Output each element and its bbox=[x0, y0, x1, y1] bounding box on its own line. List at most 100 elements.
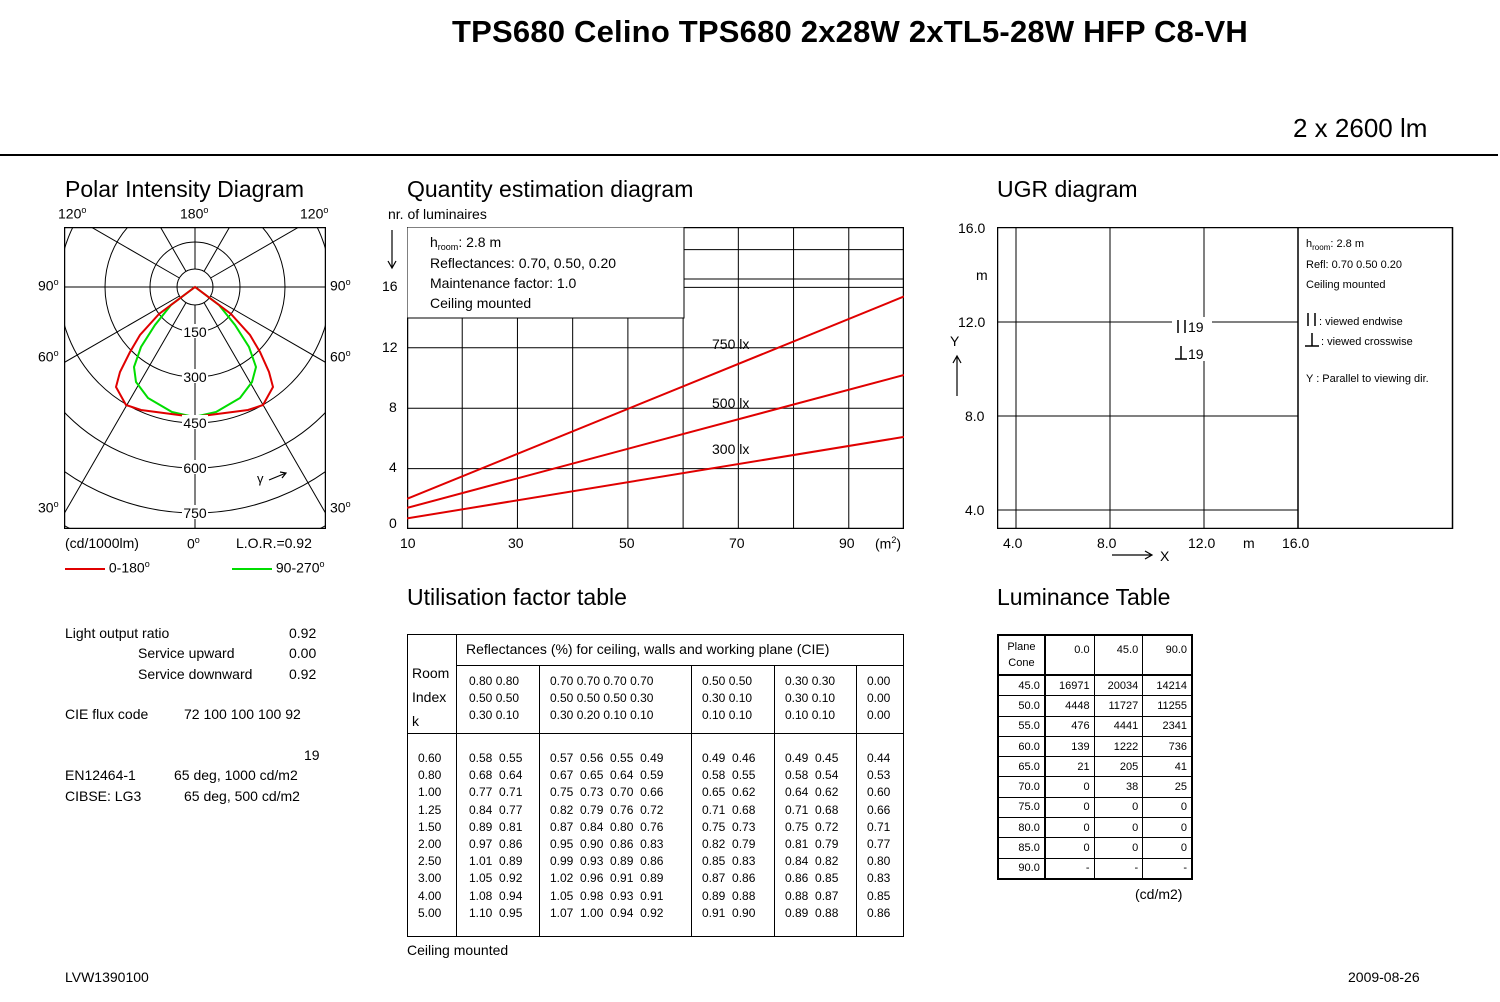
quantity-ytick-16: 16 bbox=[382, 278, 398, 294]
en12464-label: EN12464-1 bbox=[65, 767, 136, 783]
quantity-info-reflectances: Reflectances: 0.70, 0.50, 0.20 bbox=[430, 255, 616, 271]
utilisation-value: 0.66 bbox=[867, 802, 891, 817]
room-index-value: 3.00 bbox=[418, 871, 442, 886]
up-arrow-icon bbox=[952, 354, 962, 396]
cie-flux-label: CIE flux code bbox=[65, 706, 149, 722]
quantity-series-label: 300 lx bbox=[712, 441, 749, 457]
polar-angle-120-right: 120o bbox=[300, 205, 329, 222]
utilisation-value: 0.58 0.54 bbox=[785, 768, 839, 783]
table-row: 45.0 16971 20034 14214 bbox=[997, 674, 1193, 697]
legend-item-90-270: 90-270o bbox=[232, 559, 325, 576]
utilisation-value: 0.53 bbox=[867, 768, 891, 783]
downward-label: Service downward bbox=[138, 666, 253, 682]
utilisation-value: 0.67 0.65 0.64 0.59 bbox=[550, 768, 664, 783]
gamma-arrow-icon bbox=[268, 471, 288, 481]
utilisation-value: 0.84 0.82 bbox=[785, 854, 839, 869]
document-date: 2009-08-26 bbox=[1348, 969, 1420, 985]
downward-value: 0.92 bbox=[289, 666, 317, 682]
luminance-unit: (cd/m2) bbox=[1135, 886, 1183, 902]
luminance-cell: 0 bbox=[1093, 837, 1144, 859]
quantity-ytick-0: 0 bbox=[389, 515, 397, 531]
luminance-cell: 736 bbox=[1142, 735, 1193, 758]
ugr-info-refl: Refl: 0.70 0.50 0.20 bbox=[1306, 259, 1402, 271]
luminance-cell: 70.0 bbox=[997, 776, 1046, 798]
table-row: 65.0 21 205 41 bbox=[997, 756, 1193, 778]
luminance-cell: 11255 bbox=[1142, 695, 1193, 717]
polar-ring-label: 450 bbox=[183, 415, 207, 431]
utilisation-value: 0.77 bbox=[867, 837, 891, 852]
cibse-label: CIBSE: LG3 bbox=[65, 788, 142, 804]
quantity-ylabel: nr. of luminaires bbox=[388, 206, 487, 222]
ugr-endwise-icon bbox=[1177, 320, 1186, 333]
luminance-cell: 0 bbox=[1093, 817, 1144, 839]
luminance-cell: 0 bbox=[1093, 796, 1144, 819]
utilisation-column-header: 0.70 0.70 0.70 0.70 0.50 0.50 0.50 0.30 … bbox=[550, 674, 654, 722]
utilisation-value: 0.75 0.72 bbox=[785, 819, 839, 834]
luminance-corner: Plane Cone bbox=[997, 634, 1046, 676]
polar-angle-30-left: 30o bbox=[38, 499, 59, 516]
luminance-table: Plane Cone 0.0 45.0 90.0 45.0 16971 20034 14214 5… bbox=[997, 634, 1193, 880]
ugr-xtick-8: 8.0 bbox=[1097, 535, 1117, 551]
luminance-cell: 0 bbox=[1044, 796, 1095, 819]
luminance-cell: 0 bbox=[1044, 776, 1095, 798]
utilisation-footer: Ceiling mounted bbox=[407, 942, 509, 958]
ugr-xtick-16: 16.0 bbox=[1282, 535, 1310, 551]
ugr-xtick-12: 12.0 bbox=[1188, 535, 1216, 551]
ugr-ytick-4: 4.0 bbox=[965, 502, 985, 518]
luminance-column-header: 90.0 bbox=[1142, 634, 1193, 676]
utilisation-value: 0.89 0.88 bbox=[702, 888, 756, 903]
ugr-ytick-16: 16.0 bbox=[958, 220, 986, 236]
legend-swatch-red bbox=[65, 567, 105, 570]
header-divider bbox=[0, 154, 1498, 156]
luminance-cell: 476 bbox=[1044, 715, 1095, 737]
luminance-cell: 75.0 bbox=[997, 796, 1046, 819]
utilisation-value: 1.05 0.92 bbox=[469, 871, 523, 886]
luminance-cell: 90.0 bbox=[997, 857, 1046, 880]
room-index-value: 5.00 bbox=[418, 905, 442, 920]
quantity-xtick-90: 90 bbox=[839, 535, 855, 551]
luminance-cell: 0 bbox=[1142, 837, 1193, 859]
ugr-title: UGR diagram bbox=[997, 176, 1138, 202]
room-index-label: Room Index k bbox=[412, 665, 450, 729]
utilisation-value: 0.71 0.68 bbox=[785, 802, 839, 817]
luminance-cell: 4448 bbox=[1044, 695, 1095, 717]
utilisation-value: 0.44 bbox=[867, 751, 891, 765]
utilisation-value: 0.71 bbox=[867, 819, 891, 834]
luminance-column-header: 45.0 bbox=[1093, 634, 1144, 676]
room-index-value: 1.00 bbox=[418, 785, 442, 800]
upward-value: 0.00 bbox=[289, 645, 317, 661]
utilisation-value: 0.80 bbox=[867, 854, 891, 869]
ugr-crosswise-value: 19 bbox=[1188, 346, 1204, 362]
ugr-legend-endwise: : viewed endwise bbox=[1319, 316, 1403, 328]
quantity-info-box bbox=[407, 227, 685, 319]
luminance-cell: 25 bbox=[1142, 776, 1193, 798]
utilisation-column-header: 0.00 0.00 0.00 bbox=[867, 674, 891, 722]
table-row: 50.0 4448 11727 11255 bbox=[997, 695, 1193, 717]
ugr-yunit: m bbox=[976, 267, 988, 283]
utilisation-value: 0.58 0.55 bbox=[702, 768, 756, 783]
utilisation-value: 0.77 0.71 bbox=[469, 785, 523, 800]
right-arrow-icon bbox=[1112, 550, 1154, 560]
cie-flux-value: 72 100 100 100 92 bbox=[184, 706, 301, 722]
utilisation-value: 0.86 bbox=[867, 905, 891, 920]
polar-ring-label: 300 bbox=[183, 369, 207, 385]
luminance-cell: 38 bbox=[1093, 776, 1144, 798]
utilisation-value: 0.87 0.86 bbox=[702, 871, 756, 886]
utilisation-value: 1.02 0.96 0.91 0.89 bbox=[550, 871, 664, 886]
utilisation-value: 0.82 0.79 0.76 0.72 bbox=[550, 802, 664, 817]
polar-angle-60-left: 60o bbox=[38, 348, 59, 365]
utilisation-column-header: 0.50 0.50 0.30 0.10 0.10 0.10 bbox=[702, 674, 753, 722]
quantity-series-line bbox=[407, 295, 904, 500]
ugr-x-axis-label: X bbox=[1160, 548, 1170, 564]
utilisation-value: 0.85 bbox=[867, 888, 891, 903]
document-code: LVW1390100 bbox=[65, 969, 149, 985]
utilisation-value: 0.89 0.88 bbox=[785, 905, 839, 920]
ugr-xunit: m bbox=[1243, 535, 1255, 551]
legend-swatch-green bbox=[232, 567, 272, 570]
luminance-cell: - bbox=[1044, 857, 1095, 880]
polar-grid-spoke bbox=[64, 302, 187, 515]
utilisation-column-header: 0.80 0.80 0.50 0.50 0.30 0.10 bbox=[469, 674, 520, 722]
utilisation-value: 0.83 bbox=[867, 871, 891, 886]
ugr-ytick-8: 8.0 bbox=[965, 408, 985, 424]
luminance-cell: 45.0 bbox=[997, 674, 1046, 697]
